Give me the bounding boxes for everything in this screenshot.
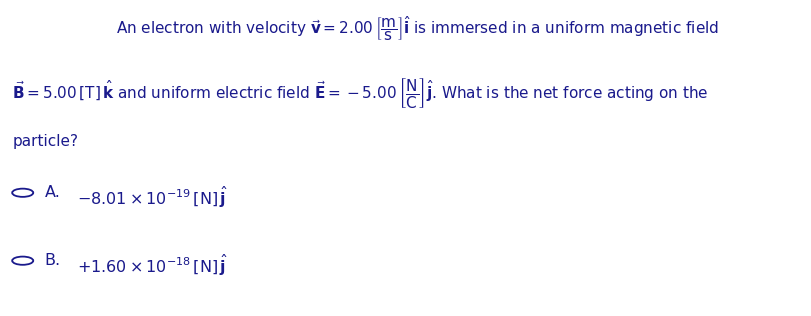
Text: particle?: particle? <box>12 134 78 149</box>
Text: A.: A. <box>45 185 61 200</box>
Text: An electron with velocity $\vec{\mathbf{v}} = 2.00\, \left[\dfrac{\mathrm{m}}{\m: An electron with velocity $\vec{\mathbf{… <box>116 14 719 43</box>
Text: $-8.01 \times 10^{-19}\,[\mathrm{N}]\,\hat{\mathbf{j}}$: $-8.01 \times 10^{-19}\,[\mathrm{N}]\,\h… <box>77 185 229 210</box>
Text: $\vec{\mathbf{B}} = 5.00\,[\mathrm{T}]\,\hat{\mathbf{k}}$ and uniform electric f: $\vec{\mathbf{B}} = 5.00\,[\mathrm{T}]\,… <box>12 76 709 110</box>
Text: B.: B. <box>45 253 61 268</box>
Text: $+1.60 \times 10^{-18}\,[\mathrm{N}]\,\hat{\mathbf{j}}$: $+1.60 \times 10^{-18}\,[\mathrm{N}]\,\h… <box>77 253 229 278</box>
